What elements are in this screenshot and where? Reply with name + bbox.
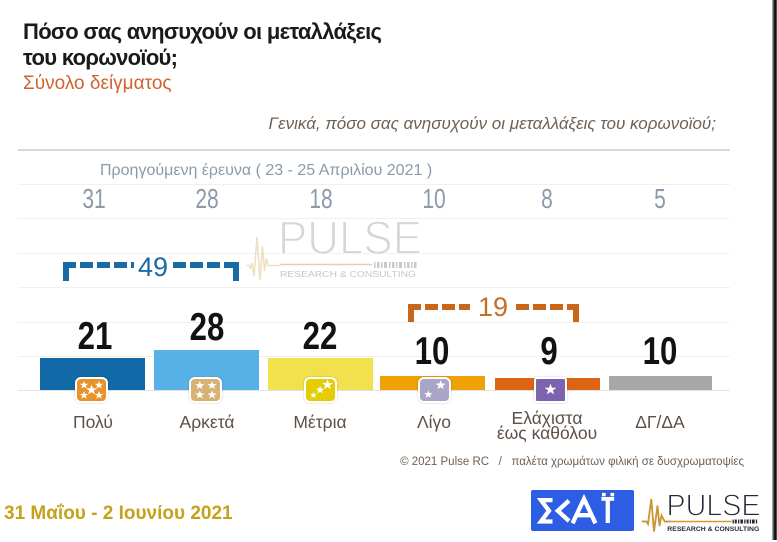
svg-text:RESEARCH & CONSULTING: RESEARCH & CONSULTING — [667, 526, 759, 533]
svg-text:RESEARCH & CONSULTING: RESEARCH & CONSULTING — [280, 270, 416, 279]
svg-text:PULSE: PULSE — [667, 489, 761, 522]
svg-text:PULSE: PULSE — [278, 218, 422, 264]
